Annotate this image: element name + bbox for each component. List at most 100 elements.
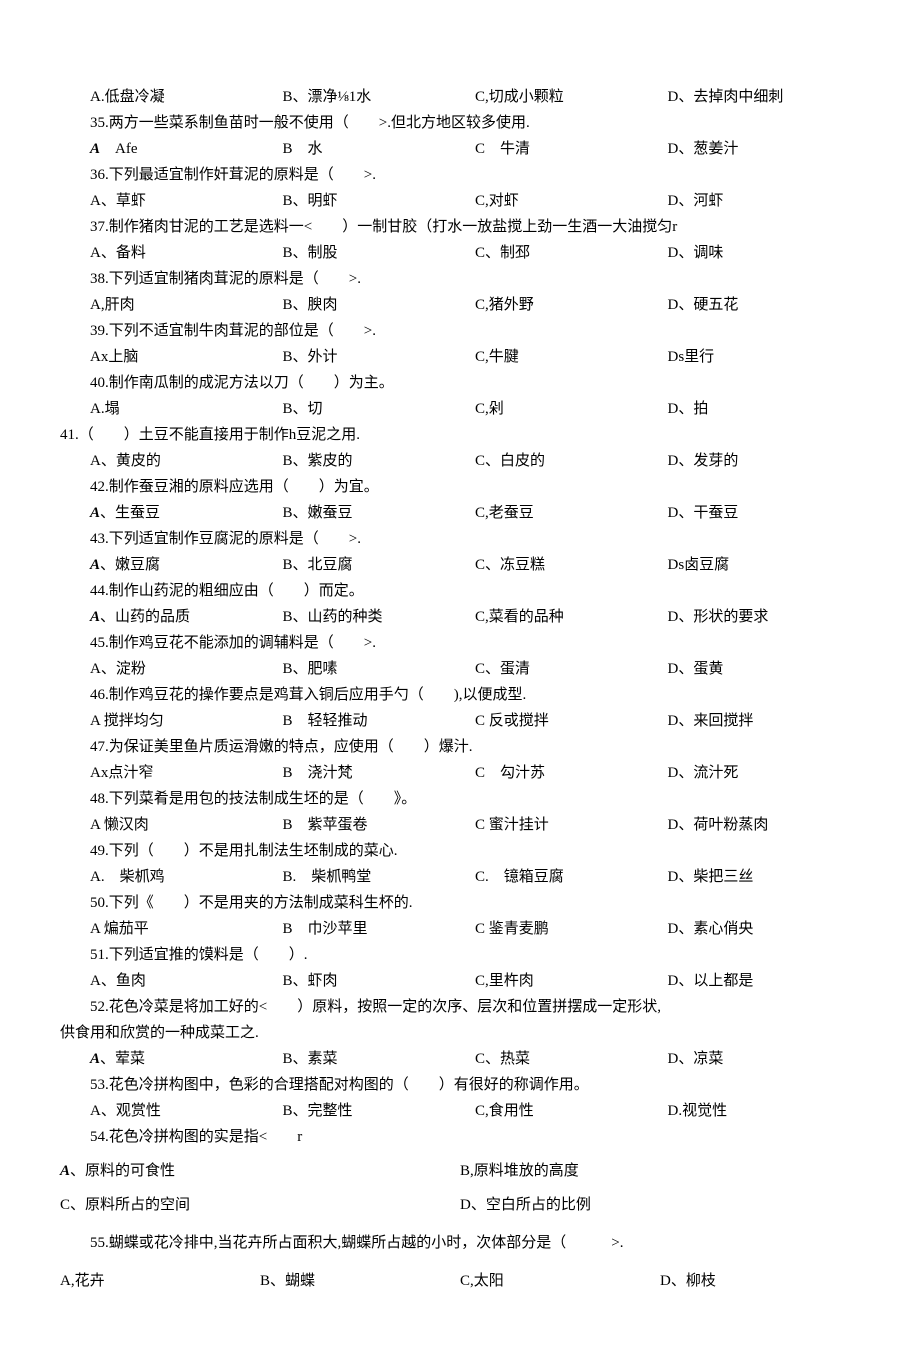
option-cell: C、白皮的 [475, 449, 668, 473]
option-cell: C,对虾 [475, 189, 668, 213]
question-line: 49.下列（ ）不是用扎制法生坯制成的菜心. [60, 839, 860, 863]
option-cell: A、草虾 [90, 189, 283, 213]
question-line: 43.下列适宜制作豆腐泥的原料是（ >. [60, 527, 860, 551]
option-cell: A.塌 [90, 397, 283, 421]
option-row: A、淀粉B、肥嗉C、蛋清D、蛋黄 [60, 657, 860, 681]
option-cell: B、外计 [283, 345, 476, 369]
question-line: 50.下列《 ）不是用夹的方法制成菜科生杯的. [60, 891, 860, 915]
option-cell: B、素菜 [283, 1047, 476, 1071]
option-cell: B、嫩蚕豆 [283, 501, 476, 525]
question-line: 42.制作蚕豆湘的原料应选用（ ）为宜。 [60, 475, 860, 499]
option-cell: C 反戓搅拌 [475, 709, 668, 733]
option-cell: Ds里行 [668, 345, 861, 369]
option-row: A 懒汉肉B 紫苹蛋卷C 蜜汁挂计D、荷叶粉蒸肉 [60, 813, 860, 837]
question-line: 45.制作鸡豆花不能添加的调辅料是（ >. [60, 631, 860, 655]
question-line: 供食用和欣赏的一种成菜工之. [60, 1021, 860, 1045]
option-row: Ax上脑B、外计C,牛腱Ds里行 [60, 345, 860, 369]
option-cell: D、干蚕豆 [668, 501, 861, 525]
option-cell: D、柴把三丝 [668, 865, 861, 889]
option-row: A AfeB 水C 牛清D、葱姜汁 [60, 137, 860, 161]
option-row: A,花卉B、蝴蝶C,太阳D、柳枝 [60, 1269, 860, 1293]
option-cell: B、山药的种类 [283, 605, 476, 629]
option-row: A 煸茄平B 巾沙苹里C 鉴青麦鹏D、素心俏央 [60, 917, 860, 941]
option-cell: C,菜看的品种 [475, 605, 668, 629]
option-cell: B 轻轻推动 [283, 709, 476, 733]
question-line: 55.蝴蝶或花冷排中,当花卉所占面积大,蝴蝶所占越的小时，次体部分是（ >. [60, 1231, 860, 1255]
option-cell: C、冻豆糕 [475, 553, 668, 577]
option-cell: B、虾肉 [283, 969, 476, 993]
option-row: Ax点汁窄B 浇汁梵C 勾汁苏D、流汁死 [60, 761, 860, 785]
option-row: A、观赏性B、完整性C,食用性D.视觉性 [60, 1099, 860, 1123]
option-cell: C、热菜 [475, 1047, 668, 1071]
option-cell: A、荤菜 [90, 1047, 283, 1071]
option-cell: B、明虾 [283, 189, 476, 213]
question-line: 40.制作南瓜制的成泥方法以刀（ ）为主。 [60, 371, 860, 395]
option-row: A、备料B、制股C、制邳D、调味 [60, 241, 860, 265]
question-line: 39.下列不适宜制牛肉茸泥的部位是（ >. [60, 319, 860, 343]
option-row: A.低盘冷凝B、漂净⅛1水C,切成小颗粒D、去掉肉中细刺 [60, 85, 860, 109]
option-cell: Ds卤豆腐 [668, 553, 861, 577]
option-cell: B、腴肉 [283, 293, 476, 317]
option-cell: C,老蚕豆 [475, 501, 668, 525]
question-line: 48.下列菜肴是用包的技法制成生坯的是（ 》。 [60, 787, 860, 811]
option-cell: A 搅拌均匀 [90, 709, 283, 733]
option-row: A、荤菜B、素菜C、热菜D、凉菜 [60, 1047, 860, 1071]
option-cell: C、蛋清 [475, 657, 668, 681]
option-cell: B、漂净⅛1水 [283, 85, 476, 109]
option-cell: C,剁 [475, 397, 668, 421]
option-cell: C 蜜汁挂计 [475, 813, 668, 837]
option-cell: C、制邳 [475, 241, 668, 265]
option-row: A,肝肉B、腴肉C,猪外野D、硬五花 [60, 293, 860, 317]
option-cell: D、河虾 [668, 189, 861, 213]
question-line: 35.两方一些菜系制鱼苗时一般不使用（ >.但北方地区较多使用. [60, 111, 860, 135]
question-line: 54.花色冷拼构图的实是指< r [60, 1125, 860, 1149]
option-cell: A 煸茄平 [90, 917, 283, 941]
option-cell: B,原料堆放的高度 [460, 1159, 860, 1183]
option-cell: C,太阳 [460, 1269, 660, 1293]
option-row: A、山药的品质B、山药的种类C,菜看的品种D、形状的要求 [60, 605, 860, 629]
option-row: A、嫩豆腐B、北豆腐C、冻豆糕Ds卤豆腐 [60, 553, 860, 577]
option-cell: D、硬五花 [668, 293, 861, 317]
option-cell: B、肥嗉 [283, 657, 476, 681]
option-cell: B、制股 [283, 241, 476, 265]
option-cell: B、完整性 [283, 1099, 476, 1123]
option-cell: A. 柴枛鸡 [90, 865, 283, 889]
option-cell: A Afe [90, 137, 283, 161]
option-cell: D、调味 [668, 241, 861, 265]
option-cell: C,食用性 [475, 1099, 668, 1123]
option-cell: D、流汁死 [668, 761, 861, 785]
option-cell: B、蝴蝶 [260, 1269, 460, 1293]
option-cell: B 紫苹蛋卷 [283, 813, 476, 837]
option-cell: A、鱼肉 [90, 969, 283, 993]
question-line: 46.制作鸡豆花的操作要点是鸡茸入铜后应用手勺（ ),以便成型. [60, 683, 860, 707]
option-cell: A、黄皮的 [90, 449, 283, 473]
option-cell: B、切 [283, 397, 476, 421]
option-cell: C 牛清 [475, 137, 668, 161]
option-cell: D、以上都是 [668, 969, 861, 993]
option-cell: C,牛腱 [475, 345, 668, 369]
option-cell: A、嫩豆腐 [90, 553, 283, 577]
option-row: A、生蚕豆B、嫩蚕豆C,老蚕豆D、干蚕豆 [60, 501, 860, 525]
option-cell: C,切成小颗粒 [475, 85, 668, 109]
option-row: A、黄皮的B、紫皮的C、白皮的D、发芽的 [60, 449, 860, 473]
option-cell: A、观赏性 [90, 1099, 283, 1123]
option-cell: D、柳枝 [660, 1269, 860, 1293]
option-cell: C 勾汁苏 [475, 761, 668, 785]
option-row: A、草虾B、明虾C,对虾D、河虾 [60, 189, 860, 213]
option-cell: B 巾沙苹里 [283, 917, 476, 941]
option-cell: A、山药的品质 [90, 605, 283, 629]
option-cell: D、空白所占的比例 [460, 1193, 860, 1217]
option-row: A.塌B、切C,剁D、拍 [60, 397, 860, 421]
option-cell: A 懒汉肉 [90, 813, 283, 837]
question-line: 38.下列适宜制猪肉茸泥的原料是（ >. [60, 267, 860, 291]
option-cell: B. 柴枛鸭堂 [283, 865, 476, 889]
option-cell: A、原料的可食性 [60, 1159, 460, 1183]
option-cell: A、生蚕豆 [90, 501, 283, 525]
option-cell: Ax点汁窄 [90, 761, 283, 785]
option-cell: B 浇汁梵 [283, 761, 476, 785]
option-cell: A,花卉 [60, 1269, 260, 1293]
option-cell: Ax上脑 [90, 345, 283, 369]
option-cell: C、原料所占的空间 [60, 1193, 460, 1217]
question-line: 41.（ ）土豆不能直接用于制作h豆泥之用. [60, 423, 860, 447]
option-cell: A、淀粉 [90, 657, 283, 681]
